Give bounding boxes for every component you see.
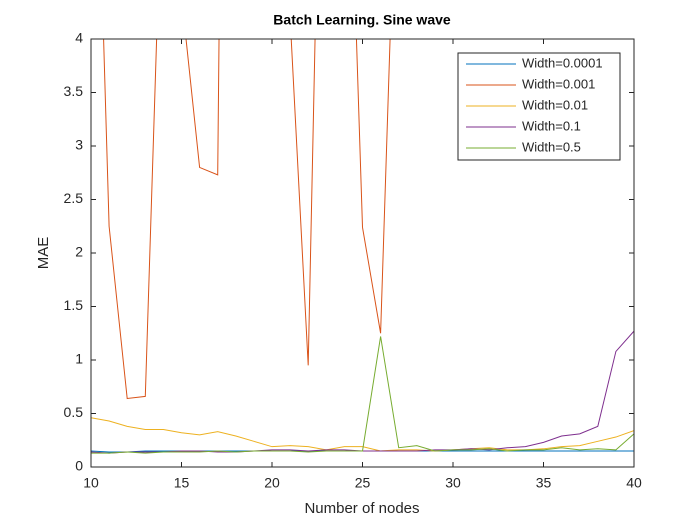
- y-tick-label: 2: [75, 244, 83, 260]
- legend-label: Width=0.1: [522, 118, 581, 133]
- legend-label: Width=0.5: [522, 139, 581, 154]
- chart-title: Batch Learning. Sine wave: [273, 12, 451, 28]
- plot-area: [91, 39, 634, 454]
- y-tick-label: 3: [75, 137, 83, 153]
- x-tick-label: 40: [626, 475, 642, 491]
- y-tick-label: 4: [75, 30, 83, 46]
- x-tick-label: 30: [445, 475, 461, 491]
- x-tick-label: 25: [355, 475, 371, 491]
- series-line: [91, 336, 634, 454]
- y-tick-label: 2.5: [64, 190, 84, 206]
- y-tick-label: 0: [75, 458, 83, 474]
- y-tick-label: 1: [75, 351, 83, 367]
- y-axis-label: MAE: [35, 237, 52, 270]
- y-tick-label: 1.5: [64, 297, 84, 313]
- legend-label: Width=0.0001: [522, 55, 603, 70]
- x-axis-label: Number of nodes: [304, 500, 419, 517]
- legend-label: Width=0.001: [522, 76, 595, 91]
- series-line: [91, 417, 634, 452]
- y-tick-label: 3.5: [64, 83, 84, 99]
- y-tick-label: 0.5: [64, 404, 84, 420]
- x-tick-label: 35: [536, 475, 552, 491]
- x-tick-label: 20: [264, 475, 280, 491]
- x-tick-label: 10: [83, 475, 99, 491]
- legend-label: Width=0.01: [522, 97, 588, 112]
- series-line: [103, 39, 391, 400]
- x-tick-label: 15: [174, 475, 190, 491]
